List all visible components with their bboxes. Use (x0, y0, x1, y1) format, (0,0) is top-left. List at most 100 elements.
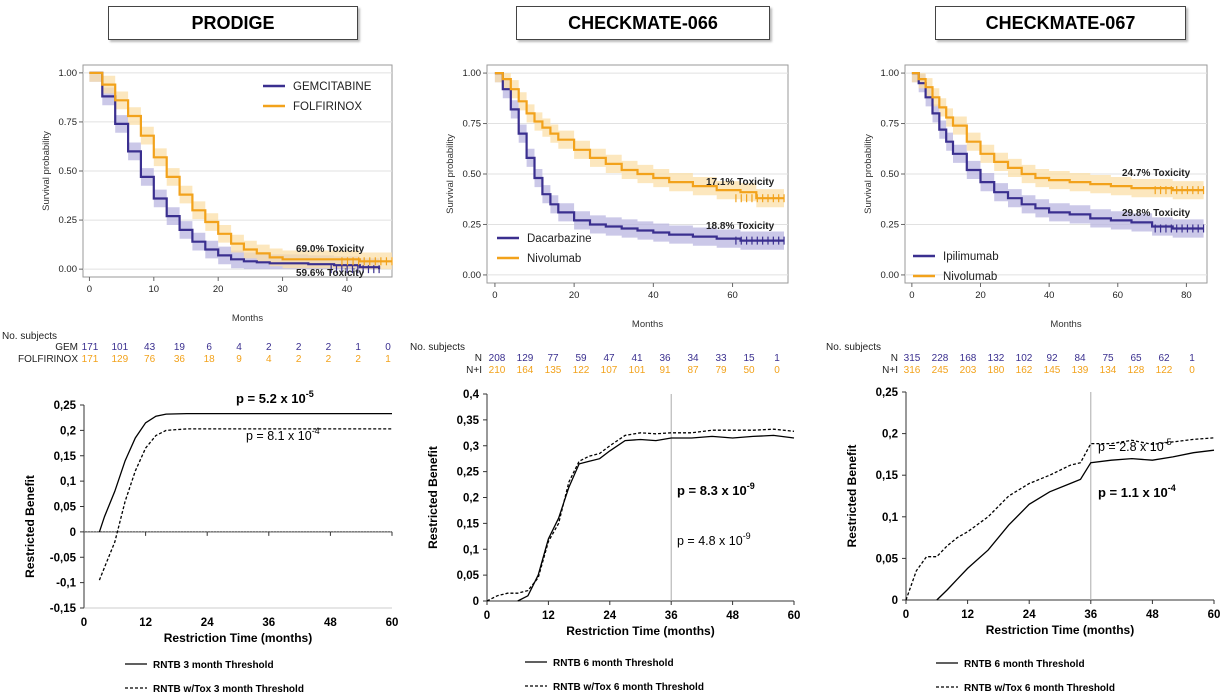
legend-label-1: Dacarbazine (527, 233, 592, 245)
risk-value: 129 (111, 354, 128, 365)
x-tick-label: 0 (492, 290, 497, 301)
confidence-band-2 (911, 73, 1204, 200)
risk-value: 2 (355, 354, 361, 365)
x-tick-label: 24 (1023, 609, 1036, 621)
risk-row-label-1: N (891, 353, 898, 364)
y-tick-label: 0 (892, 595, 898, 607)
benefit-curve-1 (98, 412, 392, 533)
confidence-band-2 (494, 73, 784, 208)
survival-curve-2 (89, 71, 392, 263)
x-tick-label: 48 (726, 610, 739, 622)
risk-value: 145 (1044, 365, 1061, 376)
legend-label-2: RNTB w/Tox 3 month Threshold (153, 684, 304, 695)
legend-label-2: Nivolumab (943, 271, 997, 283)
x-axis-label: Restriction Time (months) (566, 624, 714, 638)
x-tick-label: 0 (87, 284, 92, 295)
x-tick-label: 20 (569, 290, 580, 301)
risk-value: 168 (960, 353, 977, 364)
legend-label-1: GEMCITABINE (293, 81, 372, 93)
x-tick-label: 48 (324, 617, 337, 629)
y-tick-label: 0.00 (59, 264, 78, 275)
risk-value: 208 (489, 353, 506, 364)
panel-title-prodige: PRODIGE (108, 6, 358, 40)
legend-label-2: Nivolumab (527, 253, 581, 265)
risk-value: 129 (517, 353, 534, 364)
x-tick-label: 40 (1044, 290, 1055, 301)
panel-title-checkmate-066: CHECKMATE-066 (516, 6, 770, 40)
benefit-curve-2 (905, 437, 1215, 601)
y-tick-label: 0,25 (54, 400, 77, 412)
x-tick-label: 36 (1084, 609, 1097, 621)
risk-row-label-2: N+I (466, 365, 482, 376)
risk-value: 6 (206, 342, 212, 353)
risk-value: 2 (296, 354, 302, 365)
toxicity-annotation-2: 59.6% Toxicity (296, 268, 365, 279)
p-value-annotation-1: p = 8.3 x 10-9 (677, 481, 755, 498)
x-tick-label: 20 (213, 284, 224, 295)
confidence-band-1 (911, 73, 1204, 238)
y-tick-label: 0,25 (876, 387, 899, 399)
risk-value: 139 (1072, 365, 1089, 376)
x-tick-label: 0 (81, 617, 87, 629)
p-value-exponent: -4 (312, 426, 320, 436)
y-tick-label: 0 (70, 527, 76, 539)
benefit-chart-1: -0,15 -0,1 -0,05 0 0,05 0,1 0,15 0,2 0,25 0 12 24 36… (23, 389, 398, 695)
y-tick-label: 1.00 (881, 68, 900, 79)
y-tick-label: 0,3 (463, 441, 479, 453)
panel-title-text: PRODIGE (191, 12, 275, 33)
x-tick-label: 80 (1181, 290, 1192, 301)
benefit-curve-2 (486, 428, 795, 602)
panel-title-checkmate-067: CHECKMATE-067 (935, 6, 1186, 40)
y-tick-label: 0,4 (463, 389, 480, 401)
toxicity-annotation-1: 69.0% Toxicity (296, 244, 365, 255)
legend-label-1: RNTB 6 month Threshold (553, 658, 674, 669)
x-tick-label: 0 (903, 609, 909, 621)
risk-value: 18 (204, 354, 216, 365)
risk-value: 171 (82, 354, 99, 365)
risk-value: 77 (547, 353, 559, 364)
survival-curve-2 (911, 72, 1204, 192)
survival-curve-1 (89, 71, 381, 270)
risk-row-label-2: N+I (882, 365, 898, 376)
risk-value: 87 (687, 365, 699, 376)
y-tick-label: 0 (473, 596, 479, 608)
risk-row-label-2: FOLFIRINOX (18, 354, 78, 365)
y-tick-label: 0,15 (457, 518, 480, 530)
x-axis-label: Months (632, 319, 663, 330)
risk-value: 132 (988, 353, 1005, 364)
panel-title-text: CHECKMATE-067 (985, 12, 1136, 33)
risk-value: 59 (575, 353, 587, 364)
risk-value: 0 (1189, 365, 1195, 376)
y-tick-label: 0.00 (463, 270, 482, 281)
legend-label-1: RNTB 6 month Threshold (964, 659, 1085, 670)
risk-value: 135 (545, 365, 562, 376)
benefit-curve-1 (936, 449, 1215, 601)
p-value-annotation-1: p = 2.8 x 10-5 (1098, 437, 1172, 454)
risk-value: 43 (144, 342, 156, 353)
x-tick-label: 12 (139, 617, 152, 629)
y-tick-label: 0,1 (60, 476, 77, 488)
p-value-exponent: -4 (1168, 483, 1176, 493)
y-tick-label: 0.75 (59, 117, 78, 128)
risk-value: 316 (904, 365, 921, 376)
legend-label-2: RNTB w/Tox 6 month Threshold (553, 682, 704, 693)
x-axis-label: Restriction Time (months) (986, 623, 1134, 637)
y-tick-label: 0,2 (882, 429, 898, 441)
risk-value: 9 (236, 354, 242, 365)
risk-value: 79 (715, 365, 727, 376)
risk-value: 1 (1189, 353, 1195, 364)
p-value-exponent: -9 (743, 531, 751, 541)
km-chart-3: 0.00 0.25 0.50 0.75 1.00 0 20 40 60 80 Months Survi… (826, 64, 1208, 376)
risk-value: 203 (960, 365, 977, 376)
risk-value: 1 (385, 354, 391, 365)
risk-value: 107 (601, 365, 618, 376)
km-chart-2: 0.00 0.25 0.50 0.75 1.00 0 20 40 60 Months Surviva… (410, 64, 789, 376)
risk-value: 228 (932, 353, 949, 364)
risk-value: 84 (1074, 353, 1086, 364)
risk-value: 75 (1102, 353, 1114, 364)
x-tick-label: 0 (484, 610, 490, 622)
y-tick-label: 0,2 (60, 425, 76, 437)
y-tick-label: 0,2 (463, 493, 479, 505)
y-tick-label: 0,1 (463, 544, 480, 556)
risk-value: 50 (743, 365, 755, 376)
